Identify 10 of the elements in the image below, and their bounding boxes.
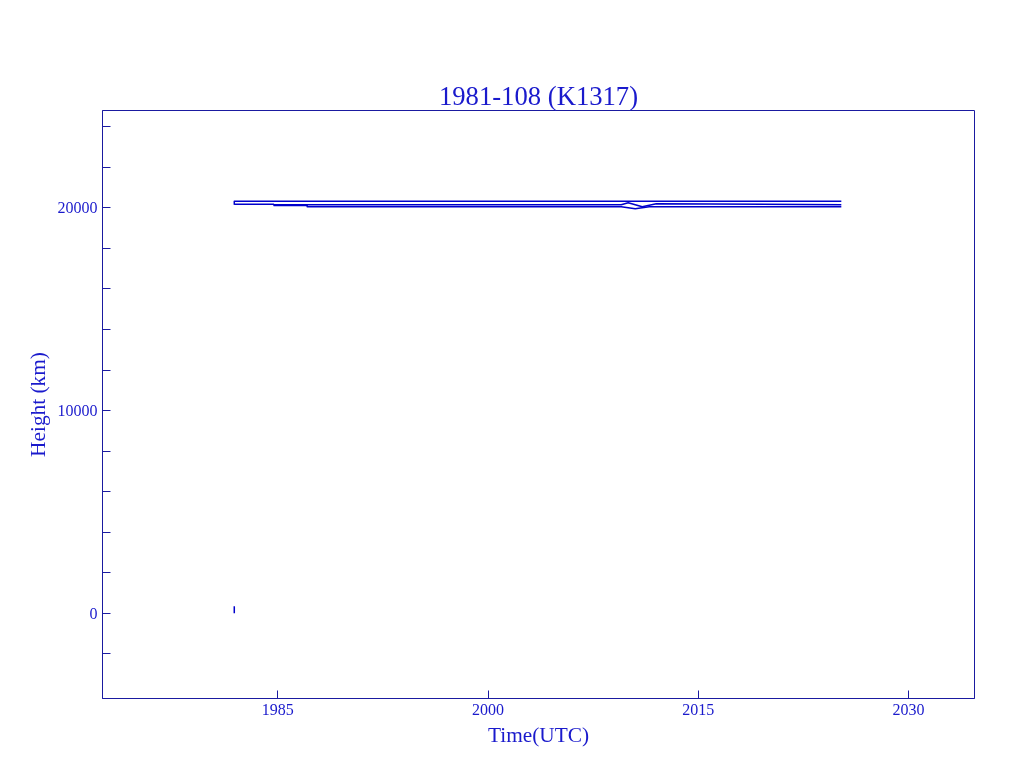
y-tick-label: 0 — [89, 604, 98, 622]
x-axis-title: Time(UTC) — [487, 722, 590, 747]
chart-title: 1981-108 (K1317) — [438, 80, 639, 111]
x-tick-label: 2030 — [892, 700, 925, 718]
x-tick-label: 1985 — [261, 700, 294, 718]
y-axis-title: Height (km) — [25, 352, 50, 457]
x-tick-label: 2015 — [682, 700, 715, 718]
x-tick-label: 2000 — [472, 700, 505, 718]
y-tick-label: 20000 — [57, 199, 98, 217]
y-tick-label: 10000 — [57, 402, 98, 420]
